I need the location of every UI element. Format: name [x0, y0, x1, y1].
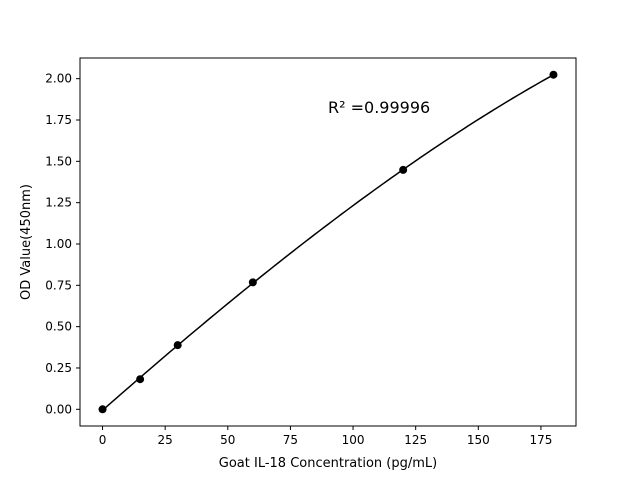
x-tick-label: 125	[404, 433, 427, 447]
x-tick-label: 175	[529, 433, 552, 447]
y-tick-label: 0.75	[45, 278, 72, 292]
y-tick-label: 0.50	[45, 320, 72, 334]
y-tick-label: 1.75	[45, 113, 72, 127]
x-tick-label: 50	[220, 433, 235, 447]
x-tick-label: 75	[283, 433, 298, 447]
data-point	[173, 341, 182, 350]
y-tick-label: 2.00	[45, 72, 72, 86]
data-point	[248, 278, 257, 287]
x-axis-label: Goat IL-18 Concentration (pg/mL)	[219, 456, 437, 471]
x-tick-label: 150	[467, 433, 490, 447]
y-tick-label: 0.25	[45, 361, 72, 375]
y-tick-label: 1.25	[45, 196, 72, 210]
data-point	[549, 70, 558, 79]
x-tick-label: 0	[99, 433, 107, 447]
y-tick-label: 1.50	[45, 154, 72, 168]
plot-frame	[79, 57, 577, 427]
y-axis-label: OD Value(450nm)	[19, 184, 34, 300]
y-tick-label: 1.00	[45, 237, 72, 251]
r-squared-annotation: R² =0.99996	[328, 98, 430, 117]
x-tick-label: 100	[342, 433, 365, 447]
fit-curve	[102, 74, 554, 411]
y-tick-label: 0.00	[45, 402, 72, 416]
data-point	[136, 375, 145, 384]
data-point	[98, 405, 107, 414]
x-tick-label: 25	[158, 433, 173, 447]
data-point	[399, 165, 408, 174]
